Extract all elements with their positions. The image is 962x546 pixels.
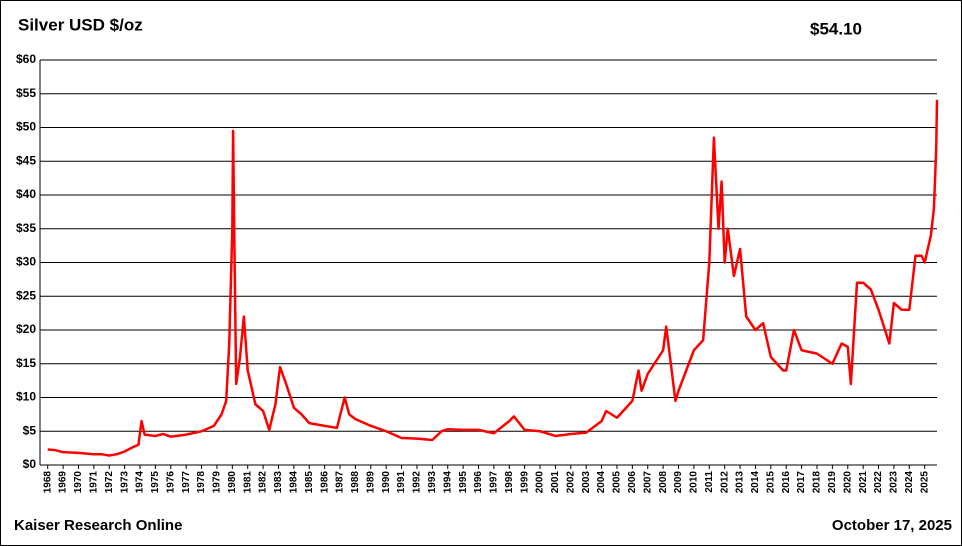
x-tick-label: 2010 <box>689 471 700 494</box>
y-tick-label: $10 <box>16 390 36 404</box>
x-tick-label: 2000 <box>535 471 546 494</box>
x-tick-label: 2003 <box>581 471 592 494</box>
y-tick-label: $20 <box>16 322 36 336</box>
x-tick-label: 2023 <box>889 471 900 494</box>
x-tick-label: 1994 <box>442 471 453 494</box>
x-tick-label: 1977 <box>181 471 192 494</box>
x-tick-label: 2001 <box>550 471 561 494</box>
x-tick-label: 1990 <box>381 471 392 494</box>
chart-title: Silver USD $/oz <box>18 15 143 34</box>
x-tick-label: 2024 <box>904 471 915 494</box>
y-tick-label: $5 <box>23 423 37 437</box>
x-tick-label: 1976 <box>165 471 176 494</box>
x-tick-label: 1978 <box>196 471 207 494</box>
y-tick-label: $55 <box>16 86 36 100</box>
x-tick-label: 2017 <box>796 471 807 494</box>
x-tick-label: 2002 <box>565 471 576 494</box>
y-tick-label: $35 <box>16 221 36 235</box>
x-tick-label: 2019 <box>827 471 838 494</box>
x-tick-label: 2012 <box>719 471 730 494</box>
price-line <box>47 99 939 457</box>
x-tick-label: 1974 <box>135 471 146 494</box>
y-tick-label: $25 <box>16 288 36 302</box>
x-tick-label: 1972 <box>104 471 115 494</box>
price-annotation: $54.10 <box>810 19 862 38</box>
date: October 17, 2025 <box>832 517 952 534</box>
x-tick-label: 2014 <box>750 471 761 494</box>
x-tick-label: 2006 <box>627 471 638 494</box>
x-tick-label: 2005 <box>612 471 623 494</box>
source: Kaiser Research Online <box>14 517 182 534</box>
y-tick-label: $30 <box>16 255 36 269</box>
x-tick-label: 1998 <box>504 471 515 494</box>
x-tick-label: 2004 <box>596 471 607 494</box>
x-tick-label: 2022 <box>873 471 884 494</box>
y-tick-label: $15 <box>16 356 36 370</box>
x-tick-label: 1986 <box>319 471 330 494</box>
x-tick-label: 1989 <box>365 471 376 494</box>
x-tick-label: 1975 <box>150 471 161 494</box>
x-tick-label: 1996 <box>473 471 484 494</box>
x-tick-label: 2018 <box>812 471 823 494</box>
y-tick-label: $45 <box>16 153 36 167</box>
y-tick-label: $60 <box>16 52 36 66</box>
x-tick-label: 1980 <box>227 471 238 494</box>
x-tick-label: 1982 <box>258 471 269 494</box>
y-tick-label: $50 <box>16 120 36 134</box>
x-tick-label: 1968 <box>42 471 53 494</box>
x-tick-label: 1987 <box>335 471 346 494</box>
x-tick-label: 1984 <box>289 471 300 494</box>
x-tick-label: 2021 <box>858 471 869 494</box>
x-tick-label: 1983 <box>273 471 284 494</box>
x-tick-label: 2020 <box>842 471 853 494</box>
x-tick-label: 2013 <box>735 471 746 494</box>
x-tick-label: 1981 <box>242 471 253 494</box>
x-tick-label: 1985 <box>304 471 315 494</box>
x-tick-label: 1971 <box>88 471 99 494</box>
x-tick-label: 1979 <box>212 471 223 494</box>
x-tick-label: 1988 <box>350 471 361 494</box>
x-tick-label: 1991 <box>396 471 407 494</box>
x-tick-label: 2015 <box>765 471 776 494</box>
x-tick-label: 1997 <box>489 471 500 494</box>
x-tick-label: 1969 <box>58 471 69 494</box>
x-tick-label: 2025 <box>919 471 930 494</box>
x-tick-label: 1999 <box>519 471 530 494</box>
x-tick-label: 2007 <box>642 471 653 494</box>
x-tick-label: 1995 <box>458 471 469 494</box>
x-tick-label: 2011 <box>704 471 715 493</box>
x-tick-label: 1992 <box>412 471 423 494</box>
x-tick-label: 2009 <box>673 471 684 494</box>
x-tick-label: 1970 <box>73 471 84 494</box>
x-tick-label: 1993 <box>427 471 438 494</box>
y-tick-label: $0 <box>23 457 37 471</box>
x-tick-label: 2008 <box>658 471 669 494</box>
x-tick-label: 2016 <box>781 471 792 494</box>
y-tick-label: $40 <box>16 187 36 201</box>
x-tick-label: 1973 <box>119 471 130 494</box>
